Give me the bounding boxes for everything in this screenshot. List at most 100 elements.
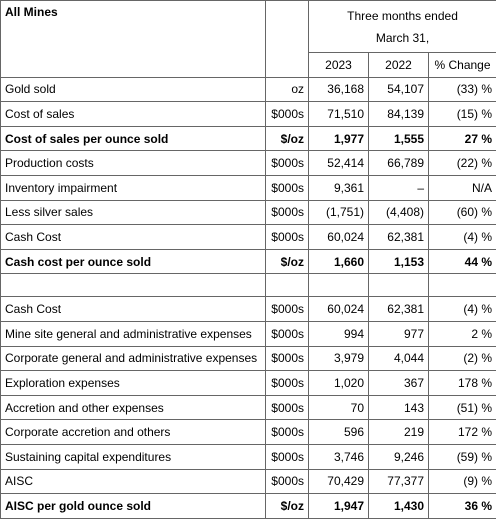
value-2022: 219 [369, 420, 429, 445]
percent-change: (4) % [429, 297, 496, 322]
value-2022: 77,377 [369, 469, 429, 494]
percent-change: (2) % [429, 346, 496, 371]
value-2023: 1,660 [309, 249, 369, 274]
percent-change: (60) % [429, 200, 496, 225]
percent-change: 44 % [429, 249, 496, 274]
value-2023: 994 [309, 321, 369, 346]
period-line: March 31, [313, 27, 492, 49]
unit: $000s [266, 444, 309, 469]
unit: $000s [266, 469, 309, 494]
row-label: Inventory impairment [1, 175, 266, 200]
percent-change: 2 % [429, 321, 496, 346]
percent-change: 27 % [429, 126, 496, 151]
percent-change: (15) % [429, 102, 496, 127]
blank-row [1, 274, 496, 297]
period-line: Three months ended [313, 5, 492, 27]
column-header: 2022 [369, 53, 429, 78]
table-row: Less silver sales$000s(1,751)(4,408)(60)… [1, 200, 496, 225]
value-2022: 4,044 [369, 346, 429, 371]
value-2022: 66,789 [369, 151, 429, 176]
table-row: Mine site general and administrative exp… [1, 321, 496, 346]
value-2023: 1,977 [309, 126, 369, 151]
value-2022: 1,555 [369, 126, 429, 151]
unit: $000s [266, 225, 309, 250]
value-2022: 84,139 [369, 102, 429, 127]
percent-change: 36 % [429, 494, 496, 519]
blank-cell [309, 274, 369, 297]
row-label: Less silver sales [1, 200, 266, 225]
unit-header [266, 1, 309, 78]
header-row: All Mines Three months ended March 31, [1, 1, 496, 53]
value-2022: 62,381 [369, 297, 429, 322]
blank-cell [369, 274, 429, 297]
row-label: Production costs [1, 151, 266, 176]
row-label: Cash Cost [1, 225, 266, 250]
row-label: Corporate accretion and others [1, 420, 266, 445]
unit: $/oz [266, 126, 309, 151]
unit: $000s [266, 175, 309, 200]
percent-change: 172 % [429, 420, 496, 445]
row-label: AISC [1, 469, 266, 494]
unit: $000s [266, 371, 309, 396]
value-2022: 1,430 [369, 494, 429, 519]
unit: $000s [266, 321, 309, 346]
value-2023: 60,024 [309, 297, 369, 322]
value-2023: 596 [309, 420, 369, 445]
column-header: 2023 [309, 53, 369, 78]
percent-change: N/A [429, 175, 496, 200]
percent-change: 178 % [429, 371, 496, 396]
row-label: Accretion and other expenses [1, 395, 266, 420]
unit: $000s [266, 297, 309, 322]
percent-change: (33) % [429, 77, 496, 102]
unit: $000s [266, 151, 309, 176]
row-label: Gold sold [1, 77, 266, 102]
unit: $/oz [266, 494, 309, 519]
value-2023: 60,024 [309, 225, 369, 250]
row-label: Corporate general and administrative exp… [1, 346, 266, 371]
percent-change: (51) % [429, 395, 496, 420]
unit: $000s [266, 200, 309, 225]
row-label: Cash cost per ounce sold [1, 249, 266, 274]
value-2023: (1,751) [309, 200, 369, 225]
value-2022: 54,107 [369, 77, 429, 102]
value-2023: 1,020 [309, 371, 369, 396]
unit: $000s [266, 346, 309, 371]
percent-change: (9) % [429, 469, 496, 494]
row-label: Cost of sales per ounce sold [1, 126, 266, 151]
value-2023: 70 [309, 395, 369, 420]
value-2022: – [369, 175, 429, 200]
row-label: Mine site general and administrative exp… [1, 321, 266, 346]
percent-change: (59) % [429, 444, 496, 469]
table-title: All Mines [1, 1, 266, 78]
value-2022: 9,246 [369, 444, 429, 469]
value-2023: 3,979 [309, 346, 369, 371]
unit: $/oz [266, 249, 309, 274]
value-2022: 977 [369, 321, 429, 346]
value-2023: 1,947 [309, 494, 369, 519]
blank-cell [266, 274, 309, 297]
column-header: % Change [429, 53, 496, 78]
blank-cell [1, 274, 266, 297]
unit: oz [266, 77, 309, 102]
row-label: Exploration expenses [1, 371, 266, 396]
value-2023: 36,168 [309, 77, 369, 102]
value-2022: 367 [369, 371, 429, 396]
period-header: Three months ended March 31, [309, 1, 496, 53]
blank-cell [429, 274, 496, 297]
table-row: Corporate general and administrative exp… [1, 346, 496, 371]
row-label: Cost of sales [1, 102, 266, 127]
row-label: AISC per gold ounce sold [1, 494, 266, 519]
percent-change: (4) % [429, 225, 496, 250]
